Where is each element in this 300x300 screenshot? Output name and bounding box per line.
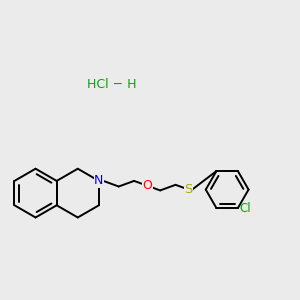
Text: O: O [142, 179, 152, 192]
Text: N: N [94, 174, 104, 188]
Text: Cl: Cl [239, 202, 251, 214]
Text: S: S [184, 183, 193, 196]
Text: HCl − H: HCl − H [87, 78, 136, 91]
